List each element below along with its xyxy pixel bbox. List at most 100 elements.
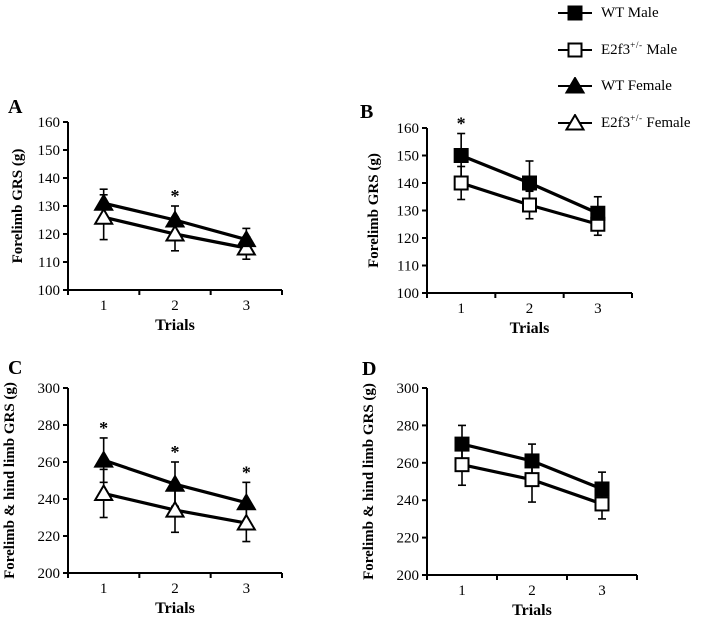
y-axis: 100 110 120 130 140 150 160: [38, 115, 68, 299]
y-tick-label: 140: [397, 176, 420, 192]
x-tick-label: 3: [243, 298, 251, 314]
wt-female-marker-icon: [558, 77, 592, 94]
y-tick-label: 280: [397, 418, 420, 434]
y-tick-label: 120: [397, 231, 420, 247]
series-markers: [93, 483, 257, 531]
e2f3-male-marker: [567, 42, 583, 58]
x-axis-title: Trials: [155, 317, 195, 334]
x-tick-label: 2: [171, 298, 179, 314]
data-point-marker: [164, 474, 186, 492]
legend-label: WT Female: [601, 78, 672, 94]
y-tick-label: 240: [397, 493, 420, 509]
legend-label-text: E2f3: [601, 41, 631, 58]
data-point-marker: [454, 457, 470, 473]
data-point-marker: [236, 238, 257, 256]
data-point-marker: [453, 175, 469, 191]
significance-asterisk: *: [99, 418, 108, 438]
y-tick-label: 110: [38, 255, 60, 271]
y-axis-title: Forelimb GRS (g): [10, 149, 26, 264]
data-point-marker: [236, 513, 257, 531]
y-tick-label: 150: [397, 149, 420, 165]
panel-letter: C: [8, 357, 22, 379]
panel-a: A 100 110 120 130 140 150 160 1 2 3 * Forelimb GRS (…: [0, 90, 335, 345]
y-tick-label: 260: [397, 456, 420, 472]
y-axis: 200 220 240 260 280 300: [397, 381, 427, 584]
x-tick-label: 1: [100, 298, 108, 314]
x-tick-label: 3: [598, 583, 606, 599]
panel-letter: A: [8, 96, 23, 118]
series-markers: [93, 193, 257, 248]
x-axis: 1 2 3: [67, 290, 283, 314]
legend-item-e2f3-male: E2f3+/- Male: [556, 38, 701, 62]
y-tick-label: 240: [38, 492, 61, 508]
y-tick-label: 220: [397, 531, 420, 547]
wt-female-marker: [564, 77, 586, 94]
y-tick-label: 140: [38, 171, 61, 187]
y-axis: 200 220 240 260 280 300: [38, 381, 68, 582]
x-tick-label: 1: [458, 583, 466, 599]
data-point-marker: [590, 205, 606, 221]
legend-label: WT Male: [601, 5, 659, 21]
significance-asterisk: *: [171, 442, 180, 462]
legend-label-sup: +/-: [630, 113, 643, 124]
legend-item-wt-male: WT Male: [556, 1, 701, 25]
e2f3-female-marker: [564, 113, 586, 131]
y-tick-label: 200: [38, 566, 61, 582]
x-tick-label: 2: [526, 301, 534, 317]
legend-label-rest: Female: [642, 114, 691, 131]
legend-label-text: WT Male: [601, 5, 659, 21]
panel-c: C 200 220 240 260 280 300 1 2 3 * * * Forelimb & hind…: [0, 340, 335, 618]
panel-letter: B: [360, 101, 373, 123]
legend-item-wt-female: WT Female: [556, 74, 701, 98]
data-point-marker: [93, 207, 114, 225]
data-point-marker: [93, 483, 114, 501]
y-tick-label: 260: [38, 455, 61, 471]
legend-label-text: WT Female: [601, 78, 672, 95]
data-point-marker: [594, 481, 610, 497]
y-tick-label: 130: [397, 204, 420, 220]
data-point-marker: [522, 175, 537, 191]
data-point-marker: [454, 436, 470, 452]
x-axis-title: Trials: [155, 600, 195, 617]
x-tick-label: 3: [243, 581, 251, 597]
y-tick-label: 220: [38, 529, 61, 545]
series-markers: [93, 450, 257, 511]
x-axis: 1 2 3: [426, 293, 633, 317]
wt-male-marker-icon: [558, 5, 592, 21]
x-tick-label: 1: [457, 301, 465, 317]
x-axis: 1 2 3: [67, 573, 283, 597]
y-tick-label: 150: [38, 143, 61, 159]
legend-label: E2f3+/- Female: [601, 113, 691, 131]
significance-asterisk: *: [457, 114, 466, 134]
series-markers: [453, 148, 606, 221]
y-axis: 100 110 120 130 140 150 160: [397, 121, 427, 302]
significance-asterisk: *: [171, 186, 180, 206]
data-point-marker: [164, 224, 186, 242]
data-point-marker: [594, 496, 610, 512]
data-point-marker: [164, 500, 186, 518]
y-tick-label: 130: [38, 199, 61, 215]
data-point-marker: [236, 229, 257, 248]
significance-asterisk: *: [242, 462, 251, 482]
y-tick-label: 300: [397, 381, 420, 397]
series-markers: [454, 436, 610, 497]
panel-d: D 200 220 240 260 280 300 1 2 3 Forelimb & hind li…: [350, 340, 695, 618]
data-point-marker: [93, 193, 114, 211]
legend-item-e2f3-female: E2f3+/- Female: [556, 111, 701, 135]
panel-a-chart: A 100 110 120 130 140 150 160 1 2 3 * Forelimb GRS (…: [8, 96, 283, 334]
x-axis-title: Trials: [510, 320, 550, 337]
x-tick-label: 1: [100, 581, 108, 597]
y-axis-title: Forelimb & hind limb GRS (g): [361, 383, 377, 580]
e2f3-male-marker-icon: [558, 42, 592, 58]
y-tick-label: 100: [397, 286, 420, 302]
data-point-marker: [93, 450, 114, 468]
data-point-marker: [522, 197, 537, 213]
legend-label-sup: +/-: [630, 40, 643, 51]
data-point-marker: [524, 453, 540, 469]
legend: WT Male E2f3+/- Male WT Female E2f3+/- F…: [556, 1, 701, 135]
series-markers: [453, 175, 606, 232]
y-axis-title: Forelimb GRS (g): [366, 153, 382, 268]
data-point-marker: [524, 472, 540, 488]
x-axis-title: Trials: [512, 602, 552, 618]
